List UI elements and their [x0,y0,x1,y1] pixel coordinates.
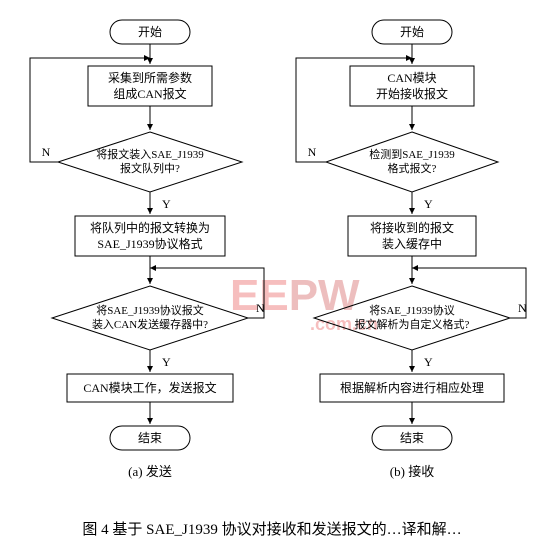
d2-yes-label: Y [424,355,433,369]
d2-no-label: N [256,301,265,315]
p2-l1: 将队列中的报文转换为 [90,220,210,235]
p3-label: CAN模块工作，发送报文 [83,380,216,395]
decision-1 [58,132,242,192]
p3-label: 根据解析内容进行相应处理 [340,380,484,395]
sublabel-b: (b) 接收 [390,464,434,479]
sublabel-a: (a) 发送 [128,464,172,479]
start-label: 开始 [138,25,162,39]
p2-l1: 将接收到的报文 [370,220,454,235]
flowchart-svg: EEPW .com.cn 开始 采集到所需参数 组成CAN报文 将报文装入SAE… [10,10,534,510]
d1-l1: 将报文装入SAE_J1939 [96,147,204,161]
end-label: 结束 [400,431,424,445]
d1-yes-label: Y [424,197,433,211]
start-label: 开始 [400,25,424,39]
d2-l2: 装入CAN发送缓存器中? [92,317,208,331]
decision-2 [52,286,248,350]
d1-l2: 报文队列中? [120,161,180,175]
p2-l2: 装入缓存中 [382,236,442,251]
p1-l1: CAN模块 [387,71,436,85]
d1-l2: 格式报文? [388,161,437,175]
p1-l1: 采集到所需参数 [108,70,192,85]
p1-l2: 组成CAN报文 [113,86,186,101]
d2-yes-label: Y [162,355,171,369]
decision-1 [326,132,498,192]
flowchart-figure: EEPW .com.cn 开始 采集到所需参数 组成CAN报文 将报文装入SAE… [10,10,534,539]
end-label: 结束 [138,431,162,445]
d2-l1: 将SAE_J1939协议报文 [96,303,204,317]
flowchart-send: 开始 采集到所需参数 组成CAN报文 将报文装入SAE_J1939 报文队列中?… [30,20,265,479]
wm-pw: PW [289,271,360,320]
d2-l2: 报文解析为自定义格式? [355,317,470,331]
p2-l2: SAE_J1939协议格式 [97,236,202,251]
d1-l1: 检测到SAE_J1939 [369,147,455,161]
d1-yes-label: Y [162,197,171,211]
d2-no-label: N [518,301,527,315]
d1-no-label: N [42,145,51,159]
figure-caption: 图 4 基于 SAE_J1939 协议对接收和发送报文的…译和解… [10,518,534,539]
d2-l1: 将SAE_J1939协议 [369,303,455,317]
d1-no-label: N [308,145,317,159]
flowchart-receive: 开始 CAN模块 开始接收报文 检测到SAE_J1939 格式报文? N Y 将… [296,20,527,479]
p1-l2: 开始接收报文 [376,86,448,101]
svg-text:EEPW: EEPW [230,271,360,320]
